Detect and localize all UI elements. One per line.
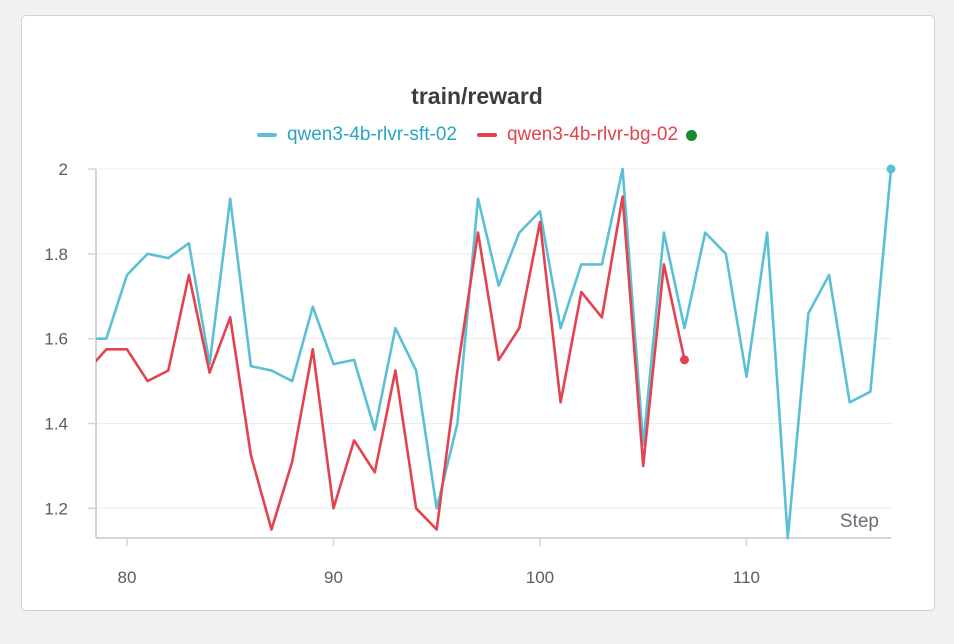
legend-item-sft[interactable]: qwen3-4b-rlvr-sft-02 [256, 124, 457, 146]
series-line-sft [96, 167, 893, 540]
x-tick-label: 110 [733, 568, 760, 587]
series-end-point-bg [680, 355, 690, 365]
chart-panel [21, 15, 935, 611]
x-tick-label: 90 [324, 568, 343, 587]
y-tick-label: 1.8 [44, 245, 68, 264]
series-line-bg [96, 195, 686, 531]
x-tick-label: 80 [118, 568, 137, 587]
grid-lines [96, 168, 891, 509]
chart-title: train/reward [411, 83, 543, 109]
series-end-point-sft [886, 164, 896, 174]
run-status-dot-icon [686, 129, 698, 141]
x-tick-label: 100 [526, 568, 554, 587]
y-tick-label: 1.4 [44, 414, 68, 433]
legend-item-bg[interactable]: qwen3-4b-rlvr-bg-02 [476, 124, 698, 146]
legend-swatch-bg [476, 133, 497, 137]
x-axis: 80 90 100 110 [96, 537, 891, 587]
legend-label-sft: qwen3-4b-rlvr-sft-02 [286, 124, 457, 145]
legend-swatch-sft [256, 133, 277, 137]
legend: qwen3-4b-rlvr-sft-02 qwen3-4b-rlvr-bg-02 [0, 124, 954, 146]
legend-label-bg: qwen3-4b-rlvr-bg-02 [506, 124, 679, 145]
y-tick-label: 1.6 [44, 330, 68, 349]
y-tick-label: 1.2 [44, 499, 68, 518]
series-end-points [680, 164, 896, 365]
y-tick-label: 2 [59, 160, 68, 179]
y-axis: 1.2 1.4 1.6 1.8 2 [44, 160, 97, 538]
x-axis-label: Step [840, 511, 879, 532]
series-lines [96, 167, 893, 540]
